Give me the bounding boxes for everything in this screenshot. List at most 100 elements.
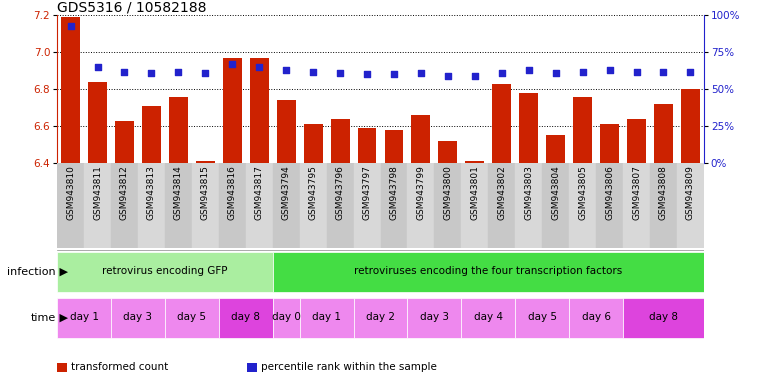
Point xyxy=(280,67,292,73)
Bar xyxy=(412,115,431,163)
Point xyxy=(469,73,481,79)
Bar xyxy=(138,163,165,248)
Text: GSM943808: GSM943808 xyxy=(659,165,668,220)
Bar xyxy=(57,252,272,291)
Point xyxy=(684,68,696,74)
Bar xyxy=(435,163,461,248)
Text: day 8: day 8 xyxy=(231,312,260,322)
Bar xyxy=(515,163,543,248)
Bar xyxy=(272,163,300,248)
Bar xyxy=(300,298,354,338)
Point xyxy=(549,70,562,76)
Bar xyxy=(165,298,219,338)
Text: day 8: day 8 xyxy=(649,312,678,322)
Bar xyxy=(466,161,484,163)
Text: GSM943795: GSM943795 xyxy=(309,165,317,220)
Text: GSM943805: GSM943805 xyxy=(578,165,587,220)
Text: GSM943802: GSM943802 xyxy=(497,165,506,220)
Bar xyxy=(219,163,246,248)
Bar xyxy=(515,298,569,338)
Bar xyxy=(623,163,650,248)
Bar xyxy=(196,161,215,163)
Point xyxy=(658,68,670,74)
Bar xyxy=(354,298,407,338)
Bar xyxy=(438,141,457,163)
Text: GDS5316 / 10582188: GDS5316 / 10582188 xyxy=(57,0,206,14)
Text: GSM943801: GSM943801 xyxy=(470,165,479,220)
Text: GSM943803: GSM943803 xyxy=(524,165,533,220)
Point xyxy=(145,70,158,76)
Bar xyxy=(519,93,538,163)
Bar xyxy=(142,106,161,163)
Bar xyxy=(111,163,138,248)
Bar xyxy=(272,298,300,338)
Bar xyxy=(461,298,515,338)
Text: GSM943796: GSM943796 xyxy=(336,165,345,220)
Text: GSM943815: GSM943815 xyxy=(201,165,210,220)
Bar xyxy=(627,119,646,163)
Point xyxy=(65,23,77,29)
Text: retroviruses encoding the four transcription factors: retroviruses encoding the four transcrip… xyxy=(354,266,622,276)
Bar xyxy=(623,298,704,338)
Bar xyxy=(354,163,380,248)
Bar xyxy=(272,252,704,291)
Bar xyxy=(192,163,219,248)
Bar xyxy=(111,298,165,338)
Point xyxy=(91,64,103,70)
Bar xyxy=(219,298,272,338)
Bar xyxy=(250,58,269,163)
Bar xyxy=(492,84,511,163)
Point xyxy=(119,68,131,74)
Text: day 4: day 4 xyxy=(474,312,503,322)
Point xyxy=(253,64,266,70)
Text: GSM943810: GSM943810 xyxy=(66,165,75,220)
Point xyxy=(361,71,373,78)
Text: ▶: ▶ xyxy=(56,313,68,323)
Bar xyxy=(165,163,192,248)
Bar xyxy=(407,298,461,338)
Text: day 1: day 1 xyxy=(312,312,341,322)
Text: day 3: day 3 xyxy=(420,312,449,322)
Bar xyxy=(57,163,84,248)
Text: time: time xyxy=(30,313,56,323)
Text: GSM943817: GSM943817 xyxy=(255,165,264,220)
Bar xyxy=(88,82,107,163)
Bar xyxy=(277,100,295,163)
Text: GSM943794: GSM943794 xyxy=(282,165,291,220)
Text: ▶: ▶ xyxy=(56,266,68,277)
Point xyxy=(495,70,508,76)
Bar xyxy=(223,58,242,163)
Bar xyxy=(115,121,134,163)
Text: GSM943813: GSM943813 xyxy=(147,165,156,220)
Text: GSM943800: GSM943800 xyxy=(444,165,452,220)
Point xyxy=(388,71,400,78)
Text: GSM943814: GSM943814 xyxy=(174,165,183,220)
Text: GSM943798: GSM943798 xyxy=(390,165,399,220)
Text: day 5: day 5 xyxy=(527,312,557,322)
Point xyxy=(307,68,319,74)
Bar xyxy=(569,298,623,338)
Bar xyxy=(461,163,489,248)
Text: day 5: day 5 xyxy=(177,312,206,322)
Point xyxy=(577,68,589,74)
Bar xyxy=(380,163,407,248)
Text: infection: infection xyxy=(7,266,56,277)
Point xyxy=(226,61,238,67)
Point xyxy=(172,68,184,74)
Text: day 0: day 0 xyxy=(272,312,301,322)
Point xyxy=(603,67,616,73)
Bar xyxy=(384,130,403,163)
Point xyxy=(415,70,427,76)
Bar xyxy=(543,163,569,248)
Text: GSM943812: GSM943812 xyxy=(120,165,129,220)
Bar xyxy=(304,124,323,163)
Bar xyxy=(330,119,349,163)
Bar xyxy=(650,163,677,248)
Bar xyxy=(61,17,80,163)
Bar xyxy=(326,163,354,248)
Bar xyxy=(573,97,592,163)
Text: GSM943806: GSM943806 xyxy=(605,165,614,220)
Bar xyxy=(358,128,377,163)
Point xyxy=(630,68,642,74)
Bar xyxy=(596,163,623,248)
